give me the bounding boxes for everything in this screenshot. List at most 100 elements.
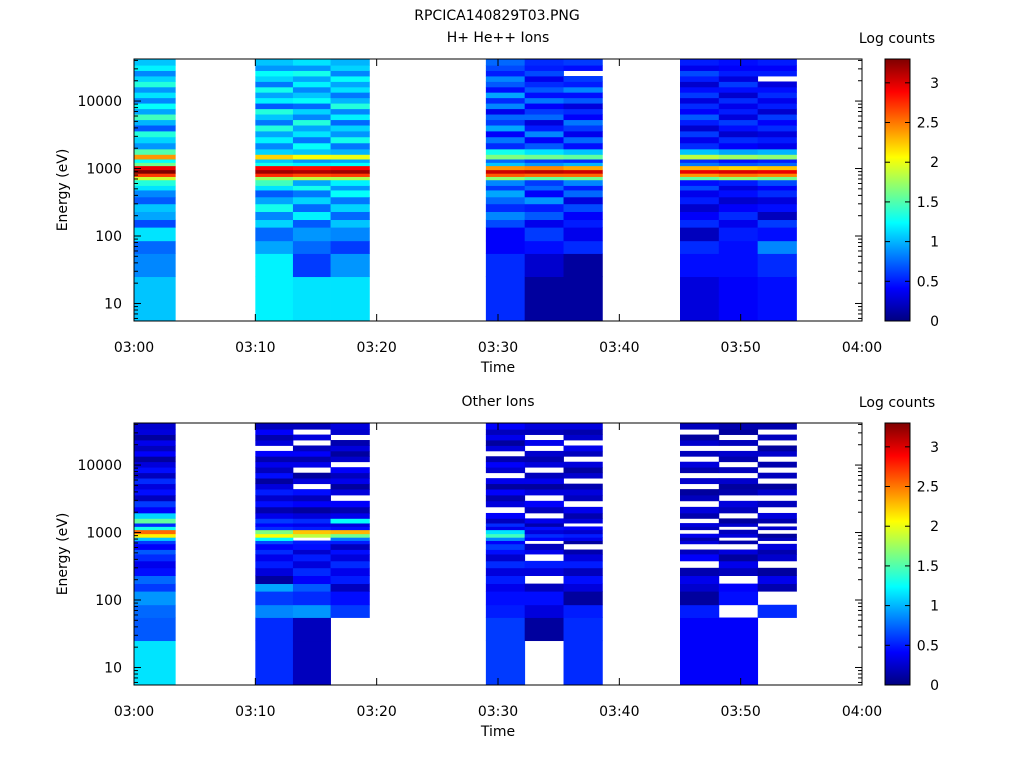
heatmap-cell <box>292 461 331 468</box>
heatmap-cell <box>757 81 797 88</box>
heatmap-cell <box>292 489 331 496</box>
heatmap-cell <box>680 203 720 212</box>
heatmap-cell <box>292 445 331 452</box>
heatmap-cell <box>292 478 331 485</box>
heatmap-cell <box>524 136 564 144</box>
heatmap-cell <box>718 190 759 198</box>
heatmap-cell <box>292 159 331 163</box>
heatmap-cell <box>563 185 603 191</box>
heatmap-cell <box>134 136 176 144</box>
heatmap-cell <box>680 159 720 163</box>
heatmap-cell <box>255 640 294 686</box>
heatmap-cell <box>330 472 370 479</box>
heatmap-cell <box>330 429 370 435</box>
heatmap-cell <box>680 162 720 167</box>
heatmap-cell <box>524 119 564 126</box>
heatmap-cell <box>330 478 370 485</box>
heatmap-cell <box>330 130 370 138</box>
heatmap-cell <box>718 227 759 242</box>
heatmap-cell <box>134 81 176 88</box>
heatmap-cell <box>757 136 797 144</box>
heatmap-cell <box>524 533 564 538</box>
heatmap-cell <box>718 176 759 181</box>
heatmap-cell <box>330 159 370 163</box>
heatmap-cell <box>757 500 797 508</box>
heatmap-cell <box>563 165 603 171</box>
heatmap-cell <box>757 92 797 99</box>
heatmap-cell <box>330 591 370 606</box>
heatmap-cell <box>524 65 564 71</box>
heatmap-cell <box>757 554 797 562</box>
heatmap-cell <box>330 165 370 171</box>
heatmap-cell <box>134 543 176 550</box>
heatmap-cell <box>292 640 331 686</box>
heatmap-cell <box>255 434 294 441</box>
heatmap-cell <box>757 154 797 160</box>
heatmap-cell <box>718 276 759 322</box>
panel-h-he-ions: 03:00 03:10 03:20 03:30 03:40 03:50 04:0010100… <box>55 30 939 376</box>
heatmap-cell <box>524 142 564 150</box>
heatmap-cell <box>524 173 564 177</box>
heatmap-cell <box>718 549 759 555</box>
heatmap-cell <box>134 494 176 502</box>
heatmap-cell <box>757 65 797 71</box>
colorbar-tick-label: 0 <box>930 314 939 330</box>
heatmap-cell <box>485 456 526 463</box>
heatmap-cell <box>134 240 176 254</box>
heatmap-cell <box>134 456 176 463</box>
heatmap-cell <box>255 59 294 66</box>
heatmap-cell <box>134 518 176 524</box>
heatmap-cell <box>330 86 370 93</box>
heatmap-cell <box>255 276 294 322</box>
heatmap-cell <box>524 148 564 155</box>
heatmap-cell <box>563 81 603 88</box>
heatmap-cell <box>563 445 603 452</box>
heatmap-cell <box>134 103 176 110</box>
heatmap-cell <box>680 76 720 82</box>
heatmap-cell <box>563 76 603 82</box>
heatmap-cell <box>485 478 526 485</box>
heatmap-cell <box>255 169 294 174</box>
heatmap-cell <box>485 65 526 71</box>
heatmap-cell <box>680 179 720 186</box>
heatmap-cell <box>485 529 526 535</box>
heatmap-cell <box>292 119 331 126</box>
heatmap-cell <box>563 219 603 228</box>
heatmap-cell <box>485 526 526 531</box>
heatmap-cell <box>757 526 797 531</box>
heatmap-cell <box>718 65 759 71</box>
heatmap-cell <box>718 253 759 278</box>
heatmap-cell <box>292 86 331 93</box>
heatmap-cell <box>330 203 370 212</box>
heatmap-cell <box>524 537 564 541</box>
heatmap-cell <box>718 478 759 485</box>
heatmap-cell <box>292 70 331 77</box>
heatmap-cell <box>680 114 720 121</box>
heatmap-cell <box>485 512 526 519</box>
heatmap-cell <box>485 617 526 642</box>
heatmap-cell <box>680 533 720 538</box>
heatmap-cell <box>563 240 603 254</box>
heatmap-cell <box>757 512 797 519</box>
heatmap-cell <box>485 523 526 527</box>
heatmap-cell <box>718 450 759 457</box>
heatmap-cell <box>718 130 759 138</box>
heatmap-cell <box>563 86 603 93</box>
heatmap-cell <box>757 483 797 490</box>
heatmap-cell <box>524 617 564 642</box>
heatmap-cell <box>485 591 526 606</box>
heatmap-cell <box>134 162 176 167</box>
heatmap-cell <box>134 554 176 562</box>
heatmap-cell <box>485 537 526 541</box>
heatmap-cell <box>563 591 603 606</box>
heatmap-cell <box>330 500 370 508</box>
colorbar <box>884 422 911 686</box>
heatmap-cell <box>330 76 370 82</box>
heatmap-cell <box>680 165 720 171</box>
heatmap-cell <box>134 108 176 115</box>
y-tick-label: 100 <box>95 593 122 609</box>
heatmap-cell <box>524 70 564 77</box>
heatmap-cell <box>485 119 526 126</box>
heatmap-cell <box>485 70 526 77</box>
y-axis-label: Energy (eV) <box>55 513 71 596</box>
